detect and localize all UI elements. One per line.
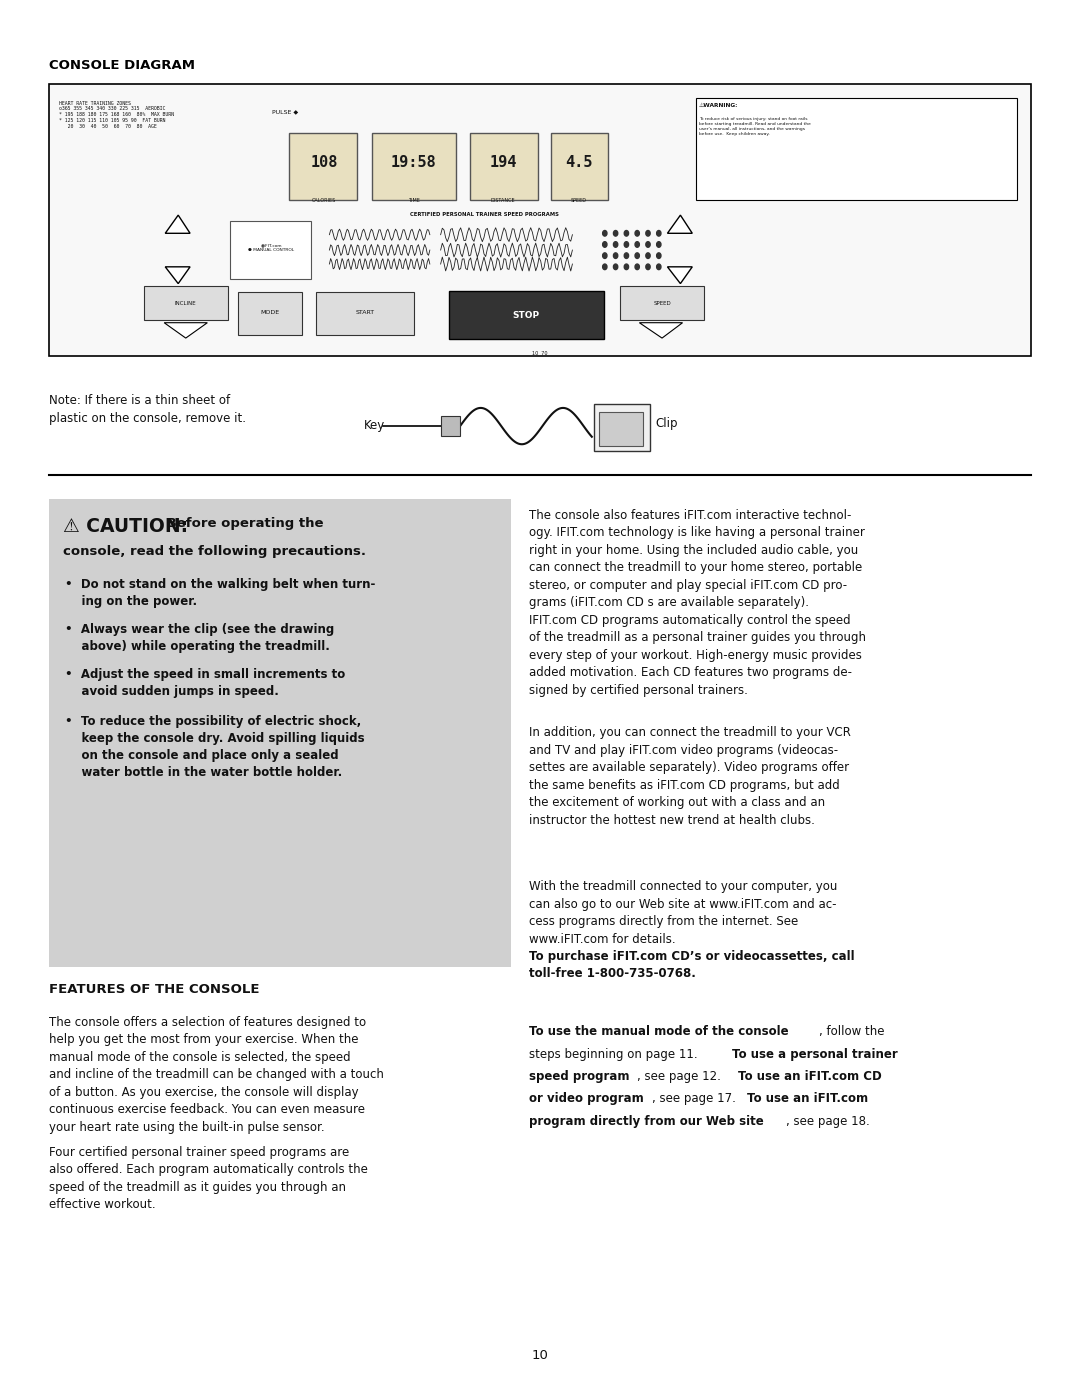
Text: MODE: MODE	[260, 310, 280, 316]
Text: To use an iFIT.com: To use an iFIT.com	[747, 1092, 868, 1105]
Text: FEATURES OF THE CONSOLE: FEATURES OF THE CONSOLE	[49, 983, 259, 996]
Text: CONSOLE DIAGRAM: CONSOLE DIAGRAM	[49, 59, 194, 71]
Polygon shape	[165, 267, 190, 284]
Text: With the treadmill connected to your computer, you
can also go to our Web site a: With the treadmill connected to your com…	[529, 880, 838, 946]
Circle shape	[624, 253, 629, 258]
Text: To use a personal trainer: To use a personal trainer	[732, 1048, 897, 1060]
Text: SPEED: SPEED	[653, 300, 671, 306]
Text: , see page 17.: , see page 17.	[652, 1092, 740, 1105]
Circle shape	[603, 253, 607, 258]
Bar	[620, 286, 704, 320]
Circle shape	[657, 242, 661, 247]
Circle shape	[613, 231, 618, 236]
Circle shape	[646, 253, 650, 258]
Circle shape	[646, 242, 650, 247]
Circle shape	[657, 264, 661, 270]
Text: 19:58: 19:58	[391, 155, 436, 169]
Text: PULSE ◆: PULSE ◆	[272, 109, 298, 115]
Text: 10  70: 10 70	[532, 351, 548, 356]
Text: •  To reduce the possibility of electric shock,
    keep the console dry. Avoid : • To reduce the possibility of electric …	[65, 715, 364, 780]
Bar	[144, 286, 228, 320]
Bar	[449, 291, 604, 339]
Text: ⚠WARNING:: ⚠WARNING:	[699, 103, 739, 109]
Text: Four certified personal trainer speed programs are
also offered. Each program au: Four certified personal trainer speed pr…	[49, 1146, 367, 1211]
Text: CALORIES: CALORIES	[312, 198, 336, 204]
Circle shape	[646, 264, 650, 270]
Polygon shape	[667, 267, 692, 284]
Text: 108: 108	[310, 155, 338, 169]
Bar	[594, 404, 650, 451]
Text: HEART RATE TRAINING ZONES
o365 355 345 340 330 225 315  AEROBIC
* 195 188 180 17: HEART RATE TRAINING ZONES o365 355 345 3…	[59, 101, 174, 129]
Circle shape	[657, 231, 661, 236]
Text: speed program: speed program	[529, 1070, 630, 1083]
Text: ⚠ CAUTION:: ⚠ CAUTION:	[63, 517, 188, 536]
Circle shape	[603, 231, 607, 236]
Polygon shape	[164, 323, 207, 338]
Bar	[316, 292, 414, 335]
Bar	[470, 133, 538, 200]
Text: INCLINE: INCLINE	[175, 300, 197, 306]
Circle shape	[646, 231, 650, 236]
Bar	[49, 499, 511, 967]
Bar	[238, 292, 302, 335]
Text: SPEED: SPEED	[571, 198, 586, 204]
Text: TIME: TIME	[408, 198, 419, 204]
Text: Before operating the: Before operating the	[162, 517, 324, 529]
Polygon shape	[639, 323, 683, 338]
Bar	[372, 133, 456, 200]
Text: 194: 194	[489, 155, 517, 169]
Circle shape	[603, 242, 607, 247]
Polygon shape	[667, 215, 692, 233]
Text: DISTANCE: DISTANCE	[491, 198, 515, 204]
Text: ◉iFIT.com
● MANUAL CONTROL: ◉iFIT.com ● MANUAL CONTROL	[248, 243, 294, 251]
Text: program directly from our Web site: program directly from our Web site	[529, 1115, 764, 1127]
Text: •  Do not stand on the walking belt when turn-
    ing on the power.: • Do not stand on the walking belt when …	[65, 578, 375, 608]
Circle shape	[635, 242, 639, 247]
Circle shape	[603, 264, 607, 270]
Bar	[49, 84, 1031, 356]
Circle shape	[624, 264, 629, 270]
Text: •  Adjust the speed in small increments to
    avoid sudden jumps in speed.: • Adjust the speed in small increments t…	[65, 668, 345, 697]
Text: To use the manual mode of the console: To use the manual mode of the console	[529, 1025, 788, 1038]
Polygon shape	[165, 215, 190, 233]
Text: steps beginning on page 11.: steps beginning on page 11.	[529, 1048, 702, 1060]
Text: Note: If there is a thin sheet of
plastic on the console, remove it.: Note: If there is a thin sheet of plasti…	[49, 394, 245, 425]
Circle shape	[635, 253, 639, 258]
Text: 10: 10	[531, 1350, 549, 1362]
Text: Clip: Clip	[656, 416, 678, 430]
Bar	[289, 133, 357, 200]
Text: In addition, you can connect the treadmill to your VCR
and TV and play iFIT.com : In addition, you can connect the treadmi…	[529, 726, 851, 827]
Text: To purchase iFIT.com CD’s or videocassettes, call
toll-free 1-800-735-0768.: To purchase iFIT.com CD’s or videocasset…	[529, 950, 855, 981]
Circle shape	[635, 264, 639, 270]
Text: •  Always wear the clip (see the drawing
    above) while operating the treadmil: • Always wear the clip (see the drawing …	[65, 623, 334, 652]
Circle shape	[624, 231, 629, 236]
Text: The console offers a selection of features designed to
help you get the most fro: The console offers a selection of featur…	[49, 1016, 383, 1133]
Bar	[441, 416, 460, 436]
Text: The console also features iFIT.com interactive technol-
ogy. IFIT.com technology: The console also features iFIT.com inter…	[529, 509, 866, 697]
Text: or video program: or video program	[529, 1092, 644, 1105]
Text: , see page 12.: , see page 12.	[637, 1070, 721, 1083]
Bar	[696, 98, 1017, 200]
Circle shape	[613, 264, 618, 270]
Text: , follow the: , follow the	[819, 1025, 885, 1038]
Text: 4.5: 4.5	[565, 155, 593, 169]
Text: STOP: STOP	[512, 312, 540, 320]
Circle shape	[613, 253, 618, 258]
Text: To reduce risk of serious injury: stand on foot rails
before starting treadmill.: To reduce risk of serious injury: stand …	[699, 117, 811, 136]
Circle shape	[613, 242, 618, 247]
Text: Key: Key	[364, 419, 386, 432]
Bar	[551, 133, 608, 200]
Circle shape	[657, 253, 661, 258]
Text: , see page 18.: , see page 18.	[786, 1115, 870, 1127]
Bar	[230, 221, 311, 279]
Text: START: START	[355, 310, 375, 316]
Bar	[599, 412, 643, 446]
Circle shape	[635, 231, 639, 236]
Text: CERTIFIED PERSONAL TRAINER SPEED PROGRAMS: CERTIFIED PERSONAL TRAINER SPEED PROGRAM…	[410, 212, 559, 218]
Circle shape	[624, 242, 629, 247]
Text: To use an iFIT.com CD: To use an iFIT.com CD	[738, 1070, 881, 1083]
Text: console, read the following precautions.: console, read the following precautions.	[63, 545, 366, 557]
